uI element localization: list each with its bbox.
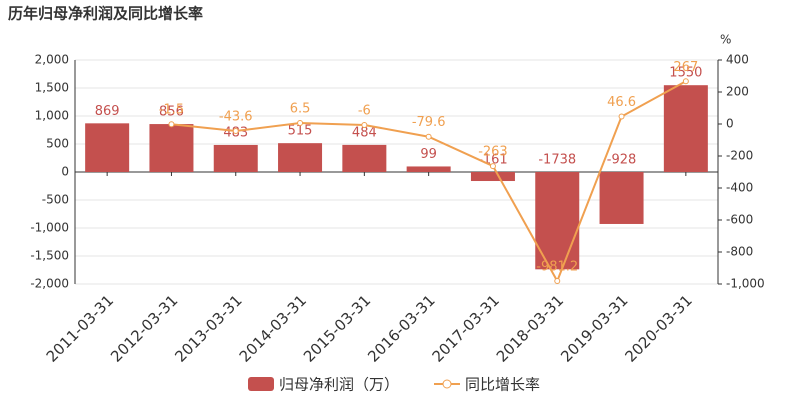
bar-value-label: -928	[607, 153, 637, 168]
line-value-label: 6.5	[290, 101, 311, 116]
line-point	[682, 78, 689, 85]
bar	[406, 166, 451, 172]
x-tick-label: 2013-03-31	[171, 291, 245, 365]
y2-tick-label: 0	[726, 117, 734, 131]
bar	[278, 143, 323, 172]
line-point	[297, 119, 304, 126]
line-point	[168, 121, 175, 128]
y-tick-label: -500	[42, 193, 69, 207]
y-tick-label: 1,000	[35, 109, 69, 123]
bar-value-label: 515	[288, 124, 313, 139]
x-tick-label: 2018-03-31	[493, 291, 567, 365]
legend-label: 同比增长率	[465, 376, 540, 394]
y-tick-label: -2,000	[30, 277, 69, 291]
line-value-label: -1.5	[159, 103, 184, 118]
line-value-label: -981.2	[536, 259, 578, 274]
chart-title: 历年归母净利润及同比增长率	[8, 5, 203, 23]
y2-tick-label: -400	[726, 181, 753, 195]
line-point	[361, 121, 368, 128]
bar	[213, 144, 258, 172]
bar-value-label: -1738	[538, 153, 576, 168]
y2-unit: %	[720, 33, 731, 47]
line-value-label: -263	[478, 145, 508, 160]
bar-value-label: 484	[352, 125, 377, 140]
line-value-label: 46.6	[607, 95, 636, 110]
y2-tick-label: -200	[726, 149, 753, 163]
y-tick-label: 0	[61, 165, 69, 179]
x-tick-label: 2012-03-31	[107, 291, 181, 365]
y-tick-label: 1,500	[35, 81, 69, 95]
y-tick-label: 500	[46, 137, 69, 151]
x-tick-label: 2017-03-31	[429, 291, 503, 365]
x-tick-label: 2019-03-31	[557, 291, 631, 365]
line-value-label: -6	[358, 103, 371, 118]
x-tick-label: 2011-03-31	[43, 291, 117, 365]
legend-swatch	[248, 377, 274, 391]
y2-tick-label: -600	[726, 213, 753, 227]
y-tick-label: 2,000	[35, 53, 69, 67]
line-value-label: 267	[673, 60, 698, 75]
line-point	[425, 133, 432, 140]
bar	[470, 172, 515, 182]
bar	[85, 123, 130, 172]
bar-value-label: 99	[420, 147, 437, 162]
bar	[663, 85, 708, 172]
x-tick-label: 2015-03-31	[300, 291, 374, 365]
y-tick-label: -1,500	[30, 249, 69, 263]
legend-swatch	[442, 379, 452, 389]
line-point	[232, 127, 239, 134]
bar-value-label: 856	[159, 105, 184, 120]
bar-value-label: 1550	[669, 66, 702, 81]
x-tick-label: 2016-03-31	[364, 291, 438, 365]
line-point	[489, 163, 496, 170]
y2-tick-label: -800	[726, 245, 753, 259]
y2-tick-label: 200	[726, 85, 749, 99]
y2-tick-label: 400	[726, 53, 749, 67]
line-value-label: -79.6	[412, 115, 446, 130]
line-point	[554, 277, 561, 284]
line-value-label: -43.6	[219, 109, 253, 124]
x-tick-label: 2014-03-31	[236, 291, 310, 365]
legend-label: 归母净利润（万）	[279, 376, 399, 394]
y2-tick-label: -1,000	[726, 277, 765, 291]
y-tick-label: -1,000	[30, 221, 69, 235]
bar	[342, 144, 387, 172]
bar-value-label: 869	[95, 104, 120, 119]
bar	[149, 124, 194, 172]
x-tick-label: 2020-03-31	[621, 291, 695, 365]
line-point	[618, 113, 625, 120]
bar	[599, 172, 644, 224]
